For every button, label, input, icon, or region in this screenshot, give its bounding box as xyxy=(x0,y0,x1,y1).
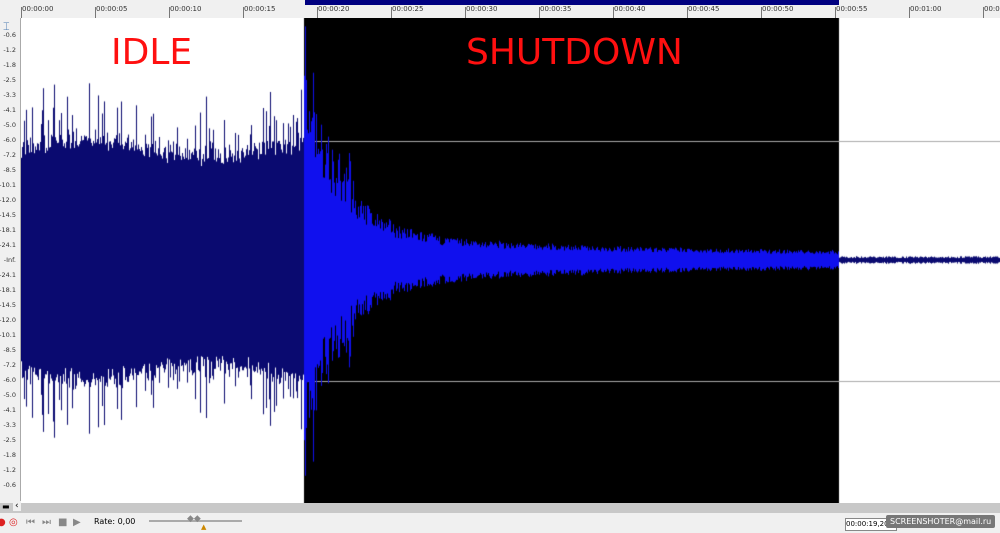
db-label: -24.1 xyxy=(0,241,16,249)
db-label: -6.0 xyxy=(3,136,16,144)
db-label: -4.1 xyxy=(3,406,16,414)
ruler-tick: 00:01:0 xyxy=(983,5,1000,18)
ruler-tick: 00:00:45 xyxy=(686,5,720,18)
db-label: -1.2 xyxy=(3,466,16,474)
play-icon[interactable]: ▶ xyxy=(73,517,81,528)
db-label: -4.1 xyxy=(3,106,16,114)
db-label: -1.8 xyxy=(3,61,16,69)
db-label: -2.5 xyxy=(3,436,16,444)
db-label: -3.3 xyxy=(3,91,16,99)
db-label: -10.1 xyxy=(0,181,16,189)
db-label: -2.5 xyxy=(3,76,16,84)
ruler-tick: 00:00:05 xyxy=(94,5,128,18)
db-label: -0.6 xyxy=(3,31,16,39)
db-label: -1.2 xyxy=(3,46,16,54)
selection-range-bar[interactable] xyxy=(305,0,839,5)
ruler-tick: 00:00:15 xyxy=(242,5,276,18)
db-scale: ⌶ -0.6 -1.2 -1.8 -2.5 -3.3 -4.1 -5.0 -6.0 -7.2 -8… xyxy=(0,18,21,503)
slider-marker-icon: ▲ xyxy=(201,523,207,531)
rate-slider[interactable]: ◆◆ ▲ xyxy=(149,514,242,531)
db-label: -Inf. xyxy=(3,256,16,264)
db-label: -12.0 xyxy=(0,196,16,204)
ruler-tick: 00:00:30 xyxy=(464,5,498,18)
go-start-icon[interactable]: ⏮ xyxy=(26,517,35,528)
ruler-tick: 00:00:25 xyxy=(390,5,424,18)
db-label: -0.6 xyxy=(3,481,16,489)
transport-bar: ● ◎ ⏮ ⏭ ■ ▶ Rate: 0,00 ◆◆ ▲ 00:00:19,20 … xyxy=(0,513,1000,533)
db-label: -6.0 xyxy=(3,376,16,384)
db-label: -5.0 xyxy=(3,121,16,129)
db-label: -18.1 xyxy=(0,286,16,294)
db-label: -8.5 xyxy=(3,346,16,354)
zoom-cursor-icon[interactable]: ⌶ xyxy=(3,20,10,33)
stop-icon[interactable]: ■ xyxy=(58,517,68,528)
db-label: -7.2 xyxy=(3,361,16,369)
scroll-left-icon[interactable]: ‹ xyxy=(13,501,21,511)
ruler-tick: 00:00:55 xyxy=(834,5,868,18)
zoom-out-icon[interactable]: ▬ xyxy=(2,502,10,511)
ruler-tick: 00:00:35 xyxy=(538,5,572,18)
ruler-tick: 00:00:00 xyxy=(20,5,54,18)
idle-annotation: IDLE xyxy=(111,32,193,73)
db-label: -14.5 xyxy=(0,211,16,219)
db-label: -7.2 xyxy=(3,151,16,159)
db-label: -5.0 xyxy=(3,391,16,399)
slider-thumb-icon[interactable]: ◆◆ xyxy=(187,514,201,524)
timeline-ruler[interactable]: 00:00:00 00:00:05 00:00:10 00:00:15 00:00:20… xyxy=(20,0,1000,19)
db-label: -3.3 xyxy=(3,421,16,429)
horizontal-scrollbar[interactable]: ▬ ‹ xyxy=(0,501,1000,513)
watermark: SCREENSHOTER@mail.ru xyxy=(886,515,996,528)
ruler-tick: 00:00:20 xyxy=(316,5,350,18)
waveform-view[interactable] xyxy=(21,18,1000,503)
db-label: -10.1 xyxy=(0,331,16,339)
record-target-icon[interactable]: ◎ xyxy=(9,517,18,528)
go-end-icon[interactable]: ⏭ xyxy=(42,517,51,528)
db-label: -1.8 xyxy=(3,451,16,459)
ruler-tick: 00:01:00 xyxy=(908,5,942,18)
ruler-tick: 00:00:50 xyxy=(760,5,794,18)
ruler-tick: 00:00:40 xyxy=(612,5,646,18)
db-label: -24.1 xyxy=(0,271,16,279)
db-label: -18.1 xyxy=(0,226,16,234)
db-label: -8.5 xyxy=(3,166,16,174)
record-icon[interactable]: ● xyxy=(0,517,6,528)
db-label: -12.0 xyxy=(0,316,16,324)
shutdown-annotation: SHUTDOWN xyxy=(466,32,683,73)
ruler-tick: 00:00:10 xyxy=(168,5,202,18)
rate-label: Rate: 0,00 xyxy=(94,517,136,526)
db-label: -14.5 xyxy=(0,301,16,309)
